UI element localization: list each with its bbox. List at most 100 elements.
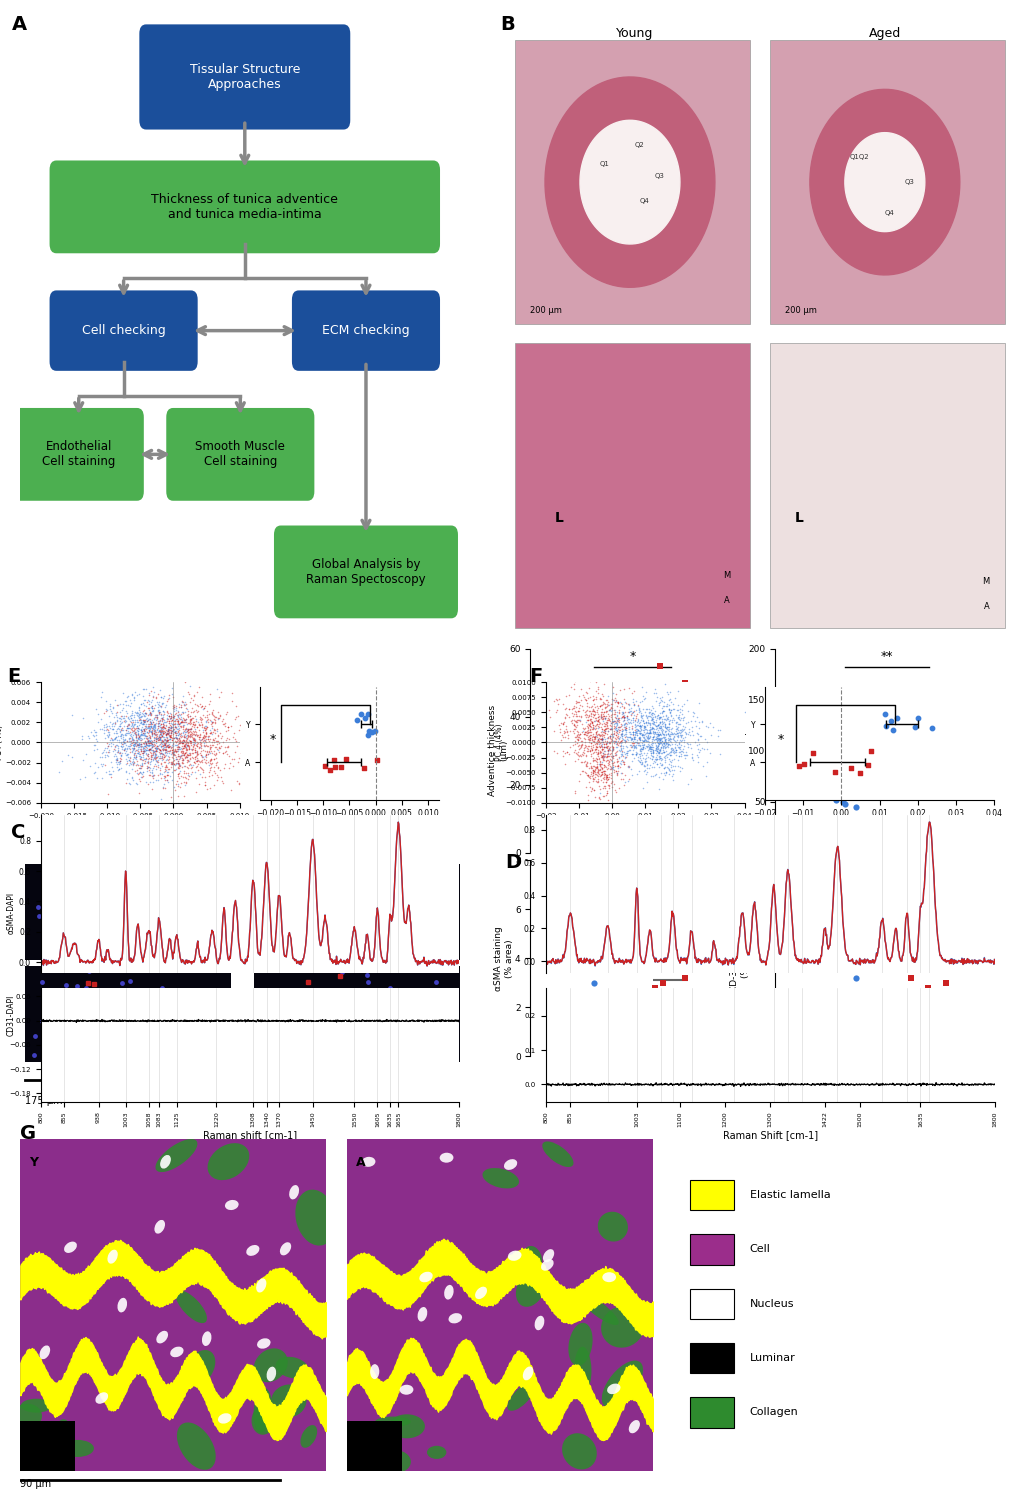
- Point: [167, 738, 183, 762]
- Point: [172, 753, 189, 777]
- Point: [557, 684, 574, 708]
- Point: [116, 736, 132, 761]
- Point: [579, 751, 595, 776]
- Point: [589, 678, 605, 702]
- Point: [147, 714, 163, 738]
- Point: [156, 735, 172, 759]
- Point: [90, 702, 106, 726]
- Point: [119, 750, 136, 774]
- Point: [126, 714, 143, 738]
- Point: [157, 721, 173, 745]
- Point: [589, 744, 605, 768]
- Point: [659, 732, 676, 756]
- Point: [132, 744, 149, 768]
- Point: [589, 705, 605, 729]
- Point: [120, 705, 137, 729]
- Point: [620, 700, 636, 724]
- Point: [592, 759, 608, 783]
- Point: [146, 717, 162, 741]
- Point: [127, 720, 144, 744]
- Point: [158, 738, 174, 762]
- Point: [156, 727, 172, 751]
- Point: [203, 748, 219, 773]
- Point: [113, 732, 129, 756]
- Point: [209, 678, 225, 702]
- Point: [137, 735, 153, 759]
- Point: [662, 717, 679, 741]
- Point: [221, 744, 237, 768]
- Point: [169, 770, 185, 794]
- Point: [144, 699, 160, 723]
- Point: [96, 721, 112, 745]
- Point: [609, 777, 626, 801]
- Point: [602, 711, 619, 735]
- Point: [162, 715, 178, 739]
- Point: [639, 733, 655, 758]
- Text: L: L: [794, 512, 803, 525]
- Point: [639, 697, 655, 721]
- Point: [645, 709, 661, 733]
- Point: [661, 700, 678, 724]
- Point: [640, 708, 656, 732]
- Point: [159, 770, 175, 794]
- Point: [624, 687, 640, 711]
- Point: [659, 721, 676, 745]
- Point: [621, 767, 637, 791]
- Point: [197, 744, 213, 768]
- Point: [641, 726, 657, 750]
- Point: [159, 739, 175, 764]
- Point: [656, 727, 673, 751]
- Point: [167, 714, 183, 738]
- Point: [655, 756, 672, 780]
- Point: [192, 705, 208, 729]
- Point: [698, 736, 714, 761]
- Ellipse shape: [254, 1388, 271, 1432]
- Point: [639, 703, 655, 727]
- X-axis label: Averaged Score PC1
Intima: Averaged Score PC1 Intima: [841, 819, 917, 839]
- Point: [591, 750, 607, 774]
- Point: [634, 675, 650, 699]
- Point: [163, 724, 179, 748]
- Point: [592, 762, 608, 786]
- Polygon shape: [844, 133, 924, 231]
- Y-axis label: Intima - Media
thickness (μm): Intima - Media thickness (μm): [727, 717, 746, 785]
- Point: [124, 736, 141, 761]
- Point: [596, 696, 612, 720]
- Point: [634, 721, 650, 745]
- Point: [128, 703, 145, 727]
- Point: [652, 727, 668, 751]
- Point: [141, 718, 157, 742]
- Point: [181, 729, 198, 753]
- Point: [616, 727, 633, 751]
- Point: [659, 756, 676, 780]
- Point: [642, 708, 658, 732]
- Point: [637, 727, 653, 751]
- Point: [918, 718, 934, 742]
- Point: [165, 712, 181, 736]
- Point: [607, 709, 624, 733]
- Point: [130, 782, 147, 806]
- Point: [233, 741, 250, 765]
- Point: [174, 765, 191, 789]
- Point: [683, 714, 699, 738]
- Point: [185, 712, 202, 736]
- Point: [575, 715, 591, 739]
- Point: [616, 690, 633, 714]
- Point: [117, 771, 133, 795]
- Point: [589, 738, 605, 762]
- Point: [644, 726, 660, 750]
- Point: [123, 717, 140, 741]
- Point: [165, 742, 181, 767]
- Point: [177, 729, 194, 753]
- Point: [613, 727, 630, 751]
- Point: [639, 738, 655, 762]
- Point: [151, 711, 167, 735]
- Point: [111, 724, 127, 748]
- Point: [228, 729, 245, 753]
- Point: [131, 700, 148, 724]
- Point: [549, 691, 566, 715]
- Point: [203, 747, 219, 771]
- Point: [576, 685, 592, 709]
- Point: [360, 702, 376, 726]
- Point: [616, 723, 633, 747]
